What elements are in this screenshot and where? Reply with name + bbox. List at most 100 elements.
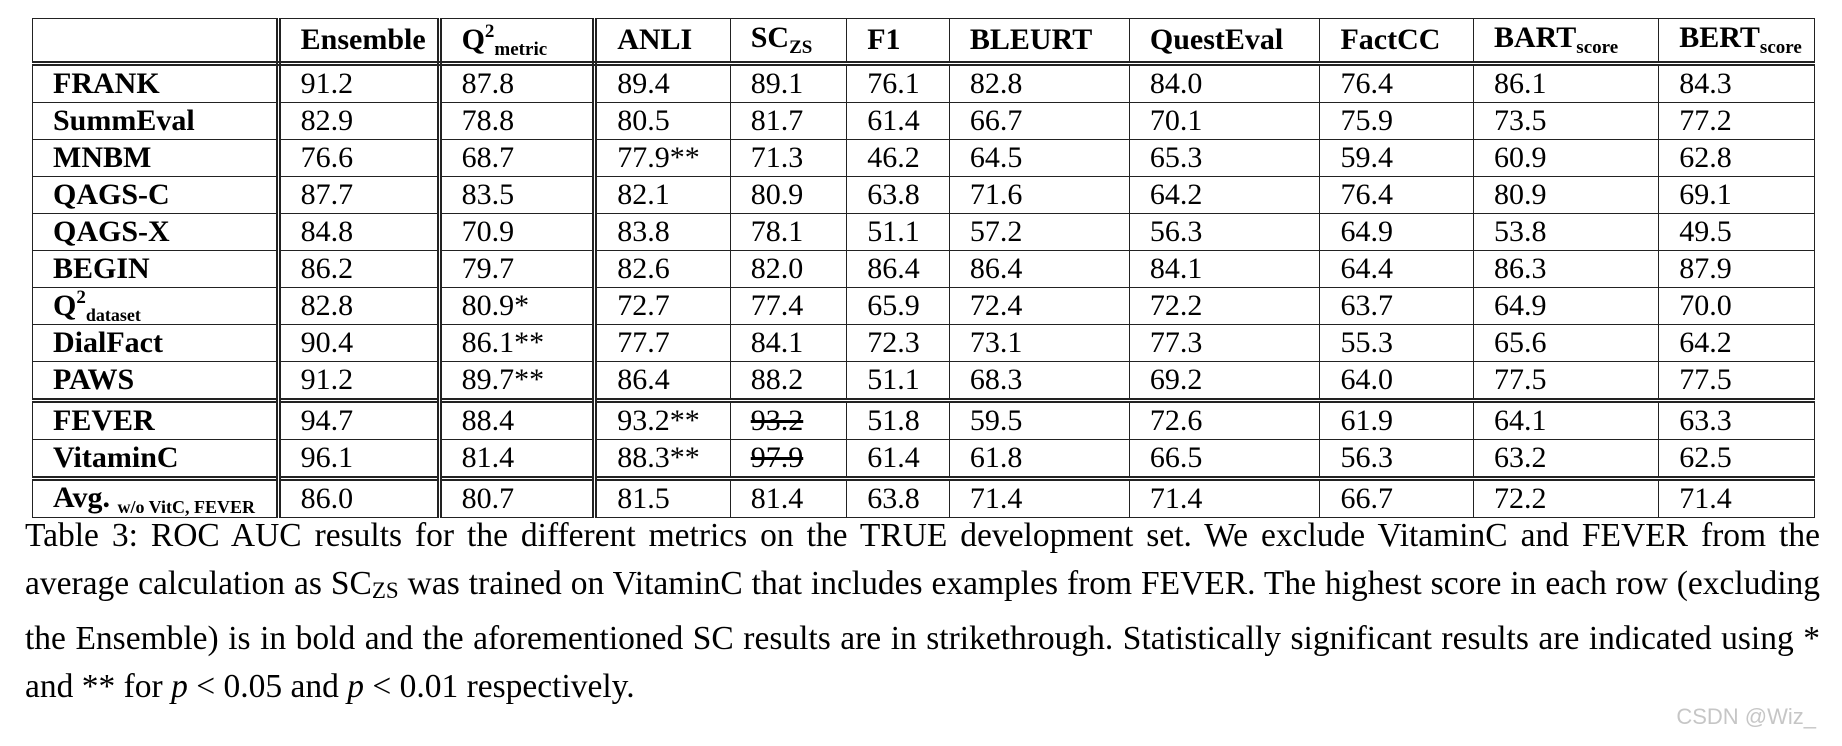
caption-p-variable-2: p (347, 668, 364, 705)
table-cell: 70.0 (1658, 287, 1815, 325)
table-cell: 66.7 (948, 102, 1130, 140)
table-cell: 71.4 (948, 476, 1130, 518)
table-cell: 61.8 (948, 439, 1130, 479)
row-label: MNBM (32, 139, 281, 177)
table-cell: 73.5 (1472, 102, 1660, 140)
table-cell: 70.9 (438, 213, 598, 251)
table-cell: 65.3 (1128, 139, 1321, 177)
row-label-text: BEGIN (53, 252, 150, 285)
table-cell: 77.7 (594, 324, 731, 362)
table-row: BEGIN 86.2 79.7 82.6 82.0 86.4 86.4 84.1 64.4 86.… (32, 250, 1815, 288)
row-label-text: SummEval (53, 104, 195, 137)
table-cell: 57.2 (948, 213, 1130, 251)
table-cell: 82.0 (729, 250, 848, 288)
column-header-label: Ensemble (300, 23, 426, 56)
table-row: Avg. w/o VitC, FEVER 86.0 80.7 81.5 81.4 63.8… (32, 476, 1815, 518)
table-row: VitaminC 96.1 81.4 88.3** 97.9 61.4 61.8 66.5 56… (32, 439, 1815, 479)
table-cell: 76.4 (1319, 176, 1474, 214)
table-cell: 88.4 (438, 398, 598, 440)
table-cell: 86.4 (846, 250, 950, 288)
table-caption: Table 3: ROC AUC results for the differe… (25, 512, 1820, 711)
row-label-text: MNBM (53, 141, 152, 174)
column-header-subscript: score (1759, 37, 1802, 58)
table-cell: 64.9 (1472, 287, 1660, 325)
table-cell: 77.2 (1658, 102, 1815, 140)
column-header-subscript: score (1576, 37, 1619, 58)
row-label: PAWS (32, 361, 281, 401)
table-cell: 64.5 (948, 139, 1130, 177)
watermark: CSDN @Wiz_ (1676, 704, 1816, 729)
column-header: Q2metric (438, 18, 598, 66)
table-cell: 55.3 (1319, 324, 1474, 362)
table-cell: 65.9 (846, 287, 950, 325)
table-cell: 93.2 (729, 398, 848, 440)
table-cell: 61.9 (1319, 398, 1474, 440)
table-cell: 83.5 (438, 176, 598, 214)
column-header-label: BLEURT (969, 23, 1093, 56)
table-cell: 84.1 (729, 324, 848, 362)
table-cell: 77.3 (1128, 324, 1321, 362)
table-cell: 91.2 (277, 63, 442, 103)
table-cell: 80.7 (438, 476, 598, 518)
table-cell: 86.4 (594, 361, 731, 401)
table-cell: 81.4 (438, 439, 598, 479)
table-cell: 80.9 (1472, 176, 1660, 214)
table-cell: 84.1 (1128, 250, 1321, 288)
table-row: QAGS-X 84.8 70.9 83.8 78.1 51.1 57.2 56.3 64.9 53… (32, 213, 1815, 251)
column-header: BARTscore (1472, 18, 1660, 66)
table-cell: 63.8 (846, 176, 950, 214)
table-cell: 69.2 (1128, 361, 1321, 401)
table-cell: 64.1 (1472, 398, 1660, 440)
row-label: FRANK (32, 63, 281, 103)
table-cell: 71.4 (1128, 476, 1321, 518)
table-row: FEVER 94.7 88.4 93.2** 93.2 51.8 59.5 72.6 61.9 6… (32, 398, 1815, 440)
table-cell: 76.1 (846, 63, 950, 103)
row-label-text: QAGS-X (53, 215, 170, 248)
table-cell: 49.5 (1658, 213, 1815, 251)
caption-part-2: was trained on VitaminC that includes ex… (25, 565, 1820, 705)
row-label: VitaminC (32, 439, 281, 479)
column-header-subscript: ZS (789, 37, 813, 58)
table-cell: 68.7 (438, 139, 598, 177)
row-label-text: DialFact (53, 326, 163, 359)
column-header-label: FactCC (1340, 23, 1441, 56)
column-header: FactCC (1319, 18, 1474, 66)
table-cell: 96.1 (277, 439, 442, 479)
row-label-superscript: 2 (76, 287, 86, 308)
table-cell: 63.7 (1319, 287, 1474, 325)
column-header-label: ANLI (617, 23, 693, 56)
table-cell: 64.2 (1128, 176, 1321, 214)
table-cell: 81.4 (729, 476, 848, 518)
table-cell: 75.9 (1319, 102, 1474, 140)
table-cell: 66.7 (1319, 476, 1474, 518)
table-cell: 86.1 (1472, 63, 1660, 103)
row-label: FEVER (32, 398, 281, 440)
column-header: QuestEval (1128, 18, 1321, 66)
row-label-text: FRANK (53, 67, 160, 100)
table-cell: 72.2 (1472, 476, 1660, 518)
table-cell: 82.9 (277, 102, 442, 140)
row-label-text: FEVER (53, 404, 155, 437)
table-cell: 51.1 (846, 361, 950, 401)
column-header: ANLI (594, 18, 731, 66)
row-label-subscript: w/o VitC, FEVER (117, 496, 255, 517)
column-header: Ensemble (277, 18, 442, 66)
table-cell: 71.4 (1658, 476, 1815, 518)
table-cell: 70.1 (1128, 102, 1321, 140)
table-cell: 84.8 (277, 213, 442, 251)
row-label-text: QAGS-C (53, 178, 170, 211)
table-cell: 72.2 (1128, 287, 1321, 325)
row-label-text: VitaminC (53, 441, 179, 474)
row-label: BEGIN (32, 250, 281, 288)
row-label-text: PAWS (53, 363, 135, 396)
column-header-label: SC (750, 21, 790, 54)
table-cell: 91.2 (277, 361, 442, 401)
column-header: BERTscore (1658, 18, 1815, 66)
table-cell: 82.8 (948, 63, 1130, 103)
table-cell: 87.7 (277, 176, 442, 214)
table-cell: 77.5 (1472, 361, 1660, 401)
column-header-superscript: 2 (484, 20, 495, 42)
table-row: FRANK 91.2 87.8 89.4 89.1 76.1 82.8 84.0 76.4 86.… (32, 63, 1815, 103)
caption-p-variable-1: p (171, 668, 188, 705)
table-cell: 69.1 (1658, 176, 1815, 214)
